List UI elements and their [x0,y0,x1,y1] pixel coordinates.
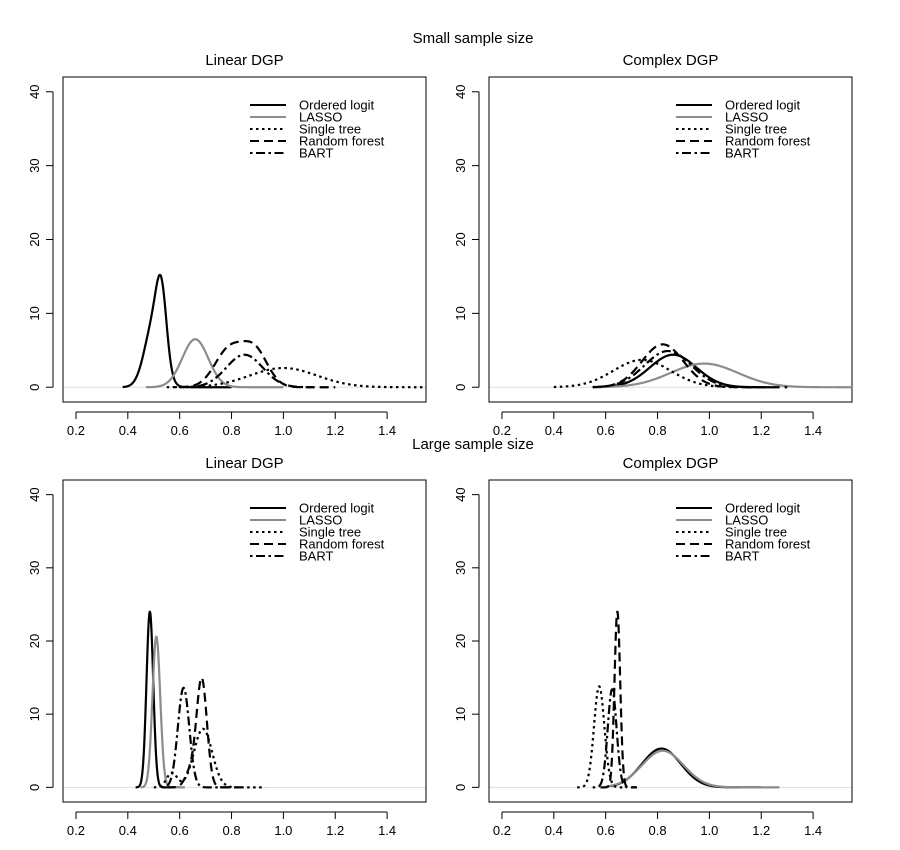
series-line-single-tree [576,685,628,789]
row-title-large: Large sample size [412,436,534,453]
row-title-small: Small sample size [413,30,534,47]
y-tick-label: 20 [453,232,468,246]
x-tick-label: 0.6 [597,823,615,838]
y-tick-label: 40 [27,85,42,99]
panel-3: Linear DGP 0.2 0.4 0.6 0.8 1.0 1.2 1.4 0 10 20 30 40… [27,455,427,838]
series-line-random-forest [592,343,788,389]
plot-frame [488,76,853,403]
legend-label: Ordered logit [299,98,375,113]
panel-1: Linear DGP 0.2 0.4 0.6 0.8 1.0 1.2 1.4 0 10 20 30 40… [27,52,427,438]
series-line-random-forest [599,610,638,789]
x-tick-label: 0.6 [171,423,189,438]
panel-4: Complex DGP 0.2 0.4 0.6 0.8 1.0 1.2 1.4 0 10 20 30 4… [453,455,853,838]
x-tick-label: 1.4 [378,823,396,838]
legend-label: Single tree [299,122,361,137]
x-tick-label: 0.2 [67,823,85,838]
legend-label: Random forest [725,134,811,149]
y-tick-label: 0 [453,784,468,791]
plot-frame [62,479,427,803]
legend-label: Ordered logit [725,98,801,113]
x-tick-label: 1.0 [274,823,292,838]
y-tick-label: 0 [27,784,42,791]
series-line-ordered-logit [121,273,233,389]
y-tick-label: 30 [27,561,42,575]
y-tick-label: 30 [27,158,42,172]
legend-label: Random forest [725,537,811,552]
series-line-bart [591,688,638,789]
series-line-lasso [139,635,186,789]
panel-title: Linear DGP [205,455,283,472]
series-line-single-tree [553,358,762,389]
plot-frame [488,479,853,803]
legend-label: LASSO [299,513,342,528]
x-tick-label: 0.6 [171,823,189,838]
y-tick-label: 40 [453,85,468,99]
y-tick-label: 10 [453,707,468,721]
plot-frame [62,76,427,403]
y-tick-label: 0 [27,384,42,391]
series-line-bart [173,353,316,389]
x-tick-label: 0.4 [545,423,563,438]
legend-label: LASSO [725,110,768,125]
legend-label: BART [725,146,759,161]
x-tick-label: 1.2 [326,423,344,438]
legend-label: Single tree [725,122,787,137]
legend-label: BART [299,146,333,161]
x-tick-label: 0.8 [222,823,240,838]
x-tick-label: 1.2 [752,423,770,438]
x-tick-label: 1.0 [274,423,292,438]
legend-label: BART [299,549,333,564]
x-tick-label: 1.4 [804,823,822,838]
panel-2: Complex DGP 0.2 0.4 0.6 0.8 1.0 1.2 1.4 0 10 20 30 4… [453,52,853,438]
y-tick-label: 40 [453,487,468,501]
series-line-lasso [592,362,853,389]
x-tick-label: 0.2 [493,823,511,838]
legend-label: BART [725,549,759,564]
legend-label: Ordered logit [725,501,801,516]
panel-title: Complex DGP [623,52,719,69]
y-tick-label: 20 [453,634,468,648]
x-tick-label: 1.0 [700,423,718,438]
series-line-bart [160,686,233,789]
series-line-lasso [145,338,284,389]
x-tick-label: 0.2 [67,423,85,438]
legend-label: Ordered logit [299,501,375,516]
legend-label: Random forest [299,134,385,149]
legend-label: LASSO [299,110,342,125]
x-tick-label: 0.6 [597,423,615,438]
x-tick-label: 0.2 [493,423,511,438]
x-tick-label: 0.4 [119,423,137,438]
series-line-random-forest [165,676,246,789]
x-tick-label: 1.2 [326,823,344,838]
x-tick-label: 0.8 [222,423,240,438]
x-tick-label: 0.8 [648,823,666,838]
x-tick-label: 1.0 [700,823,718,838]
series-line-single-tree [166,366,427,389]
y-tick-label: 0 [453,384,468,391]
x-tick-label: 0.4 [119,823,137,838]
series-line-bart [592,349,775,389]
x-tick-label: 0.8 [648,423,666,438]
y-tick-label: 40 [27,487,42,501]
series-line-lasso [605,749,780,789]
legend-label: Single tree [725,525,787,540]
y-tick-label: 30 [453,158,468,172]
legend-label: Single tree [299,525,361,540]
y-tick-label: 30 [453,561,468,575]
y-tick-label: 10 [27,306,42,320]
y-tick-label: 10 [27,707,42,721]
x-tick-label: 1.4 [378,423,396,438]
x-tick-label: 1.4 [804,423,822,438]
legend-label: LASSO [725,513,768,528]
x-tick-label: 0.4 [545,823,563,838]
y-tick-label: 20 [27,634,42,648]
x-tick-label: 1.2 [752,823,770,838]
panel-title: Complex DGP [623,455,719,472]
legend-label: Random forest [299,537,385,552]
y-tick-label: 20 [27,232,42,246]
y-tick-label: 10 [453,306,468,320]
panels: Linear DGP 0.2 0.4 0.6 0.8 1.0 1.2 1.4 0 10 20 30 40… [27,52,853,838]
panel-title: Linear DGP [205,52,283,69]
